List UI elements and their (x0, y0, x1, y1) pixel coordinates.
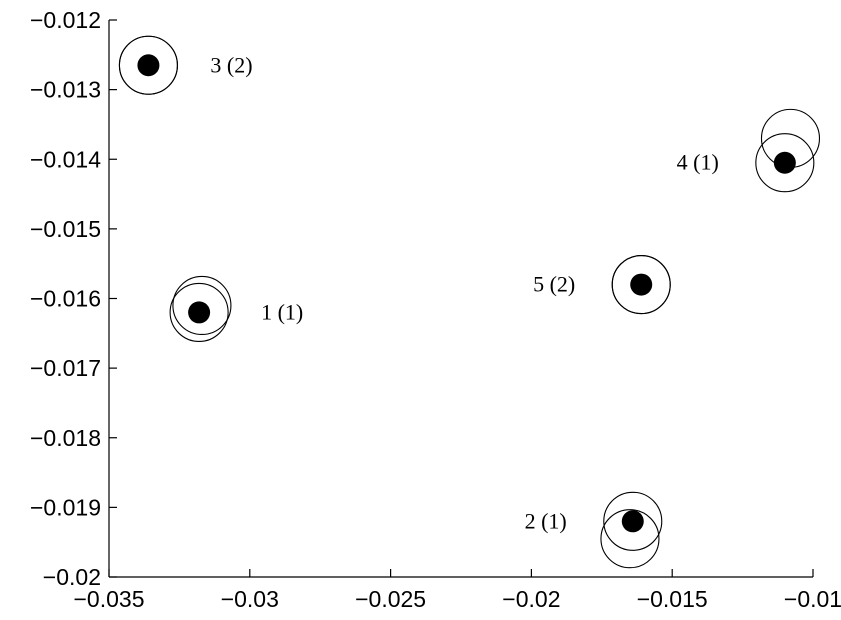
point-marker (137, 54, 160, 77)
x-tick-label: −0.02 (502, 586, 560, 612)
point-ring (603, 491, 663, 551)
y-axis-ticks: −0.012 −0.013 −0.014 −0.015 −0.016 −0.017 −0.0… (30, 7, 117, 590)
point-marker (621, 510, 644, 533)
y-tick-label: −0.017 (30, 355, 101, 381)
point-labels: 1 (1) 2 (1) 3 (2) 4 (1) 5 (2) (210, 52, 718, 533)
x-tick-label: −0.015 (637, 586, 708, 612)
y-tick-label: −0.019 (30, 494, 101, 520)
point-label: 3 (2) (210, 52, 252, 77)
point-ring (755, 133, 815, 193)
point-ring (611, 255, 671, 315)
point-marker (188, 301, 211, 324)
dots (137, 54, 796, 533)
point-label: 2 (1) (525, 508, 567, 533)
x-tick-label: −0.03 (221, 586, 279, 612)
y-tick-label: −0.013 (30, 77, 101, 103)
point-label: 1 (1) (261, 299, 303, 324)
x-tick-label: −0.01 (784, 586, 841, 612)
point-marker (630, 273, 653, 296)
point-ring (169, 282, 229, 342)
axes (108, 20, 813, 578)
point-ring (172, 275, 232, 336)
x-tick-label: −0.025 (355, 586, 426, 612)
x-axis-ticks: −0.035 −0.03 −0.025 −0.02 −0.015 −0.01 (74, 569, 841, 612)
point-label: 5 (2) (533, 272, 575, 297)
y-tick-label: −0.015 (30, 216, 101, 242)
y-tick-label: −0.016 (30, 286, 101, 312)
point-marker (773, 151, 796, 174)
point-label: 4 (1) (677, 150, 719, 175)
x-tick-label: −0.035 (74, 586, 145, 612)
point-ring (118, 35, 178, 95)
y-tick-label: −0.014 (30, 146, 101, 172)
rings (118, 35, 821, 569)
y-tick-label: −0.02 (43, 564, 101, 590)
y-tick-label: −0.012 (30, 7, 101, 33)
point-ring (600, 509, 660, 569)
y-tick-label: −0.018 (30, 425, 101, 451)
